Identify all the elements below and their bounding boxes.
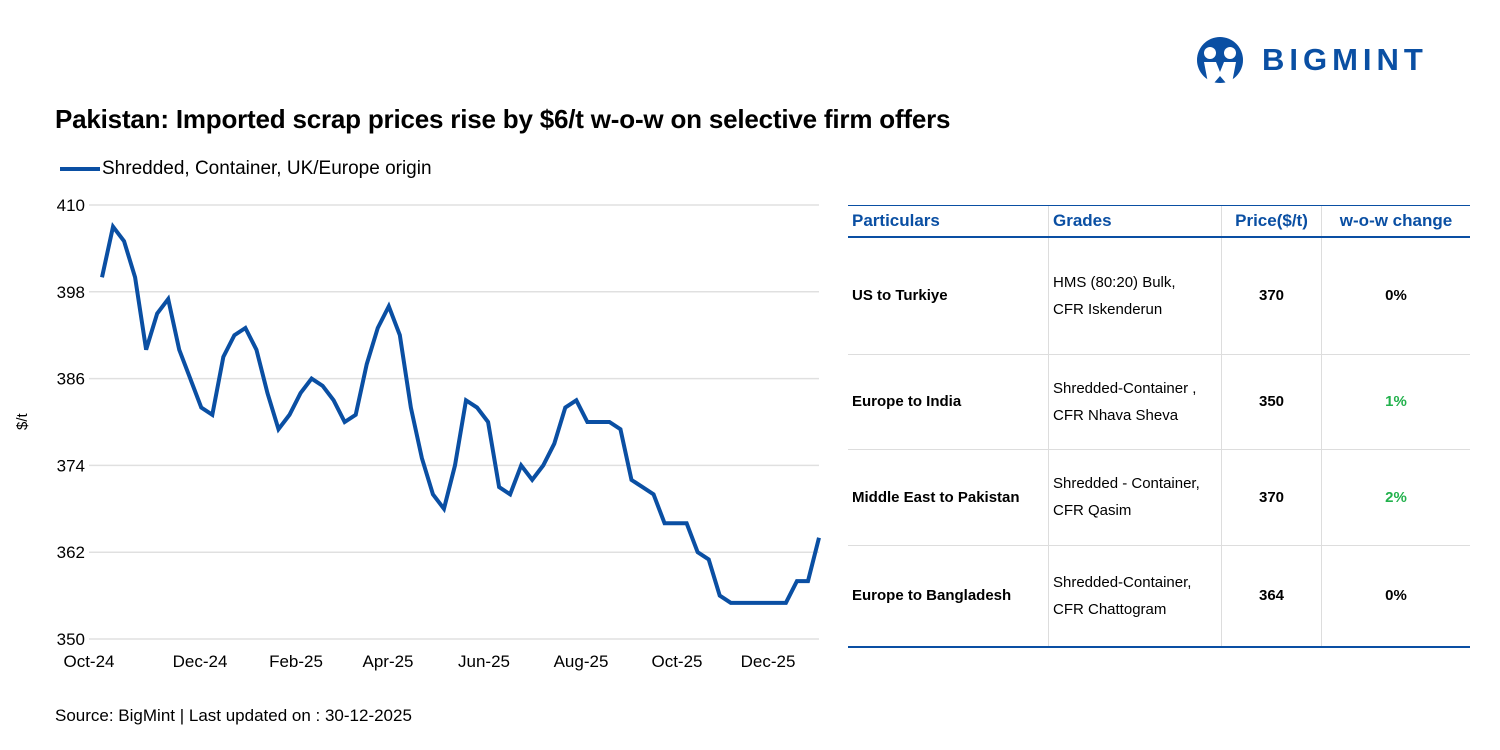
grade-line: CFR Chattogram bbox=[1053, 600, 1167, 618]
y-tick-label: 410 bbox=[57, 196, 85, 215]
grade-line: HMS (80:20) Bulk, bbox=[1053, 273, 1176, 291]
cell-grade: Shredded - Container, CFR Qasim bbox=[1048, 449, 1222, 546]
x-tick-label: Dec-24 bbox=[173, 652, 228, 671]
y-tick-label: 398 bbox=[57, 283, 85, 302]
grade-line: CFR Nhava Sheva bbox=[1053, 406, 1179, 424]
cell-particulars: Middle East to Pakistan bbox=[848, 449, 1049, 546]
grade-line: Shredded - Container, bbox=[1053, 475, 1200, 492]
cell-change: 2% bbox=[1321, 449, 1470, 546]
header-change: w-o-w change bbox=[1321, 205, 1470, 238]
x-tick-label: Apr-25 bbox=[362, 652, 413, 671]
cell-particulars: Europe to India bbox=[848, 354, 1049, 450]
header-particulars: Particulars bbox=[848, 205, 1049, 238]
cell-price: 364 bbox=[1221, 545, 1322, 648]
x-tick-label: Oct-24 bbox=[63, 652, 114, 671]
bigmint-logo-icon bbox=[1197, 37, 1243, 83]
table-row: Europe to Bangladesh Shredded-Container, C… bbox=[848, 545, 1470, 648]
grade-line: CFR Iskenderun bbox=[1053, 300, 1163, 318]
grade-line: Shredded-Container , bbox=[1053, 379, 1197, 397]
cell-change: 1% bbox=[1321, 354, 1470, 450]
table-header-row: Particulars Grades Price($/t) w-o-w chan… bbox=[848, 205, 1470, 238]
y-tick-label: 374 bbox=[57, 456, 85, 475]
header-grades: Grades bbox=[1048, 205, 1222, 238]
bigmint-logo: BIGMINT bbox=[1192, 36, 1428, 84]
logo-text: BIGMINT bbox=[1262, 42, 1428, 77]
x-tick-label: Jun-25 bbox=[458, 652, 510, 671]
cell-price: 350 bbox=[1221, 354, 1322, 450]
cell-grade: Shredded-Container, CFR Chattogram bbox=[1048, 545, 1222, 648]
table-row: Middle East to Pakistan Shredded - Contai… bbox=[848, 449, 1470, 546]
y-tick-label: 386 bbox=[57, 370, 85, 389]
chart-legend: Shredded, Container, UK/Europe origin bbox=[60, 158, 432, 180]
cell-particulars: US to Turkiye bbox=[848, 237, 1049, 355]
x-tick-label: Aug-25 bbox=[554, 652, 609, 671]
table-row: Europe to India Shredded-Container , CFR N… bbox=[848, 354, 1470, 450]
header-price: Price($/t) bbox=[1221, 205, 1322, 238]
cell-grade: HMS (80:20) Bulk, CFR Iskenderun bbox=[1048, 237, 1222, 355]
price-line-chart: 410 398 386 374 362 350 Oct-24 Dec-24 Feb-25 Apr-… bbox=[57, 196, 821, 671]
y-tick-label: 350 bbox=[57, 630, 85, 649]
y-tick-label: 362 bbox=[57, 543, 85, 562]
grade-line: Shredded-Container, bbox=[1053, 573, 1192, 591]
series-line bbox=[100, 222, 821, 605]
x-tick-label: Dec-25 bbox=[741, 652, 796, 671]
legend-swatch bbox=[60, 167, 100, 171]
cell-grade: Shredded-Container , CFR Nhava Sheva bbox=[1048, 354, 1222, 450]
grade-line: CFR Qasim bbox=[1053, 502, 1132, 519]
cell-change: 0% bbox=[1321, 545, 1470, 648]
x-tick-label: Oct-25 bbox=[651, 652, 702, 671]
table-row: US to Turkiye HMS (80:20) Bulk, CFR Iskend… bbox=[848, 237, 1470, 355]
cell-price: 370 bbox=[1221, 237, 1322, 355]
page-title: Pakistan: Imported scrap prices rise by … bbox=[55, 104, 951, 134]
source-note: Source: BigMint | Last updated on : 30-1… bbox=[55, 706, 412, 725]
cell-change: 0% bbox=[1321, 237, 1470, 355]
cell-price: 370 bbox=[1221, 449, 1322, 546]
legend-label: Shredded, Container, UK/Europe origin bbox=[102, 158, 432, 179]
x-tick-label: Feb-25 bbox=[269, 652, 323, 671]
cell-particulars: Europe to Bangladesh bbox=[848, 545, 1049, 648]
price-table: Particulars Grades Price($/t) w-o-w chan… bbox=[848, 205, 1470, 648]
